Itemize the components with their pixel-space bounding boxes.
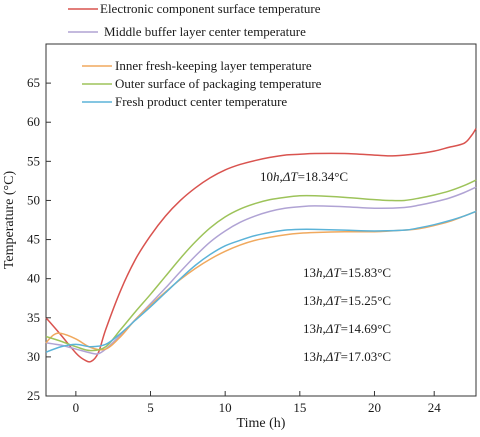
y-axis-label: Temperature (°C) [2,171,17,270]
series-line-4 [45,179,477,352]
x-tick-label: 0 [73,400,80,415]
ticks-layer: 0 5 10 15 20 24 25 30 35 40 45 50 55 60 65 [27,75,441,415]
legend: Electronic component surface temperature… [68,1,322,109]
series-line-2 [45,186,477,355]
y-tick-label: 50 [27,192,40,207]
y-tick-label: 65 [27,75,40,90]
plot-frame [45,43,477,397]
y-tick-label: 30 [27,349,40,364]
series-layer [45,128,477,363]
y-tick-label: 25 [27,388,40,403]
x-tick-label: 24 [428,400,442,415]
y-tick-label: 40 [27,271,40,286]
series-line-5 [45,210,477,353]
x-tick-label: 10 [219,400,232,415]
annotation-5: 13h,ΔT=17.03°C [303,349,391,364]
legend-label-4: Outer surface of packaging temperature [115,76,322,91]
series-line-1 [45,128,477,363]
annotation-4: 13h,ΔT=14.69°C [303,321,391,336]
y-tick-label: 35 [27,310,40,325]
x-tick-label: 5 [147,400,154,415]
x-tick-label: 20 [368,400,381,415]
annotation-1: 10h,ΔT=18.34°C [260,169,348,184]
legend-label-1: Electronic component surface temperature [100,1,321,16]
y-tick-label: 60 [27,114,40,129]
x-axis-label: Time (h) [237,416,286,431]
series-line-3 [45,210,477,351]
legend-label-3: Inner fresh-keeping layer temperature [115,58,312,73]
annotations: 10h,ΔT=18.34°C 13h,ΔT=15.83°C 13h,ΔT=15.25… [260,169,391,364]
legend-label-5: Fresh product center temperature [115,94,287,109]
annotation-2: 13h,ΔT=15.83°C [303,265,391,280]
y-tick-label: 55 [27,153,40,168]
legend-label-2: Middle buffer layer center temperature [104,24,306,39]
y-tick-label: 45 [27,232,40,247]
annotation-3: 13h,ΔT=15.25°C [303,293,391,308]
x-tick-label: 15 [293,400,306,415]
